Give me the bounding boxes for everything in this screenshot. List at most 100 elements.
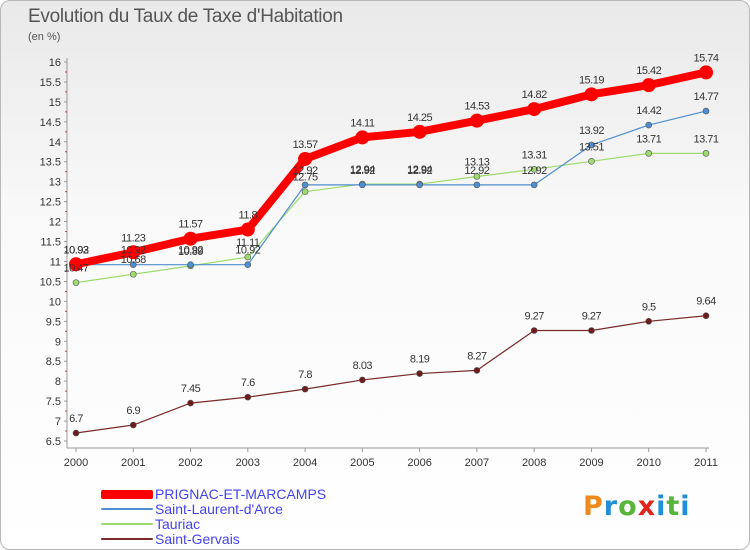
data-label: 10.68 [121, 254, 146, 266]
data-label: 13.31 [522, 149, 547, 161]
x-tick-label: 2009 [579, 457, 603, 469]
data-label: 15.42 [636, 65, 661, 77]
data-label: 10.92 [235, 245, 260, 257]
x-tick-label: 2007 [465, 457, 489, 469]
data-label: 8.03 [353, 360, 373, 372]
data-point [301, 188, 309, 195]
data-point [473, 173, 481, 180]
y-tick-label: 8.5 [46, 356, 61, 368]
data-point [129, 421, 137, 429]
data-label: 7.8 [298, 369, 312, 381]
x-tick-label: 2004 [293, 457, 317, 469]
data-label: 12.94 [350, 164, 375, 176]
y-tick-label: 9.5 [46, 316, 61, 328]
data-point [244, 261, 252, 268]
data-label: 14.53 [464, 101, 489, 113]
data-label: 9.64 [696, 296, 716, 308]
data-label: 14.11 [350, 117, 375, 129]
data-label: 11.57 [178, 219, 203, 231]
data-label: 6.9 [126, 405, 140, 417]
data-point [702, 107, 710, 115]
data-point [416, 181, 423, 189]
x-tick-label: 2006 [407, 457, 431, 469]
logo-letter: x [637, 491, 657, 522]
y-tick-label: 15.5 [40, 77, 61, 89]
data-label: 10.93 [63, 244, 88, 256]
data-point [584, 87, 599, 102]
series-line [75, 315, 707, 434]
data-label: 13.92 [579, 125, 604, 137]
data-point [416, 370, 423, 377]
data-point [645, 318, 653, 325]
data-label: 9.27 [582, 310, 602, 322]
y-tick-label: 11 [50, 256, 61, 268]
data-point [641, 78, 656, 93]
series-line [75, 110, 707, 266]
series-points [69, 65, 713, 437]
data-label: 14.42 [636, 105, 661, 117]
y-tick-label: 16 [49, 57, 61, 69]
data-label: 11.11 [236, 237, 260, 249]
data-label: 12.92 [350, 165, 375, 177]
y-tick-label: 9 [55, 336, 61, 348]
y-tick-label: 8 [55, 376, 61, 388]
data-point [530, 166, 538, 173]
data-label: 10.47 [63, 263, 88, 275]
data-label: 14.82 [522, 89, 547, 101]
data-point [129, 270, 137, 278]
data-point [527, 102, 542, 117]
legend-label: Saint-Gervais [155, 531, 240, 547]
y-tick-label: 10 [49, 296, 61, 308]
y-tick-label: 14.5 [40, 117, 61, 129]
chart-title: Evolution du Taux de Taxe d'Habitation [28, 6, 343, 27]
data-label: 13.57 [293, 139, 318, 151]
series-line [75, 152, 707, 284]
y-tick-label: 13 [49, 177, 61, 189]
data-point [244, 253, 252, 261]
data-point [187, 261, 194, 268]
data-point [645, 150, 653, 157]
data-label: 12.92 [407, 165, 432, 177]
data-label: 12.92 [293, 165, 318, 177]
data-label: 10.92 [178, 245, 203, 257]
y-tick-label: 12 [49, 217, 61, 229]
logo-letter: i [656, 491, 667, 522]
data-point [530, 181, 538, 189]
data-point [359, 181, 366, 189]
data-label: 13.71 [636, 133, 661, 145]
legend-label: Tauriac [155, 516, 201, 532]
y-tick-label: 13.5 [40, 157, 61, 169]
series-line [72, 68, 710, 269]
data-label: 9.27 [524, 310, 544, 322]
y-tick-label: 15 [49, 97, 61, 109]
data-label: 12.94 [407, 164, 432, 176]
data-point [183, 231, 198, 246]
data-point [702, 150, 710, 157]
data-point [187, 399, 194, 407]
data-point [355, 130, 370, 145]
y-tick-label: 12.5 [40, 197, 61, 209]
chart-subtitle: (en %) [28, 31, 61, 43]
data-point [702, 312, 710, 320]
data-point [412, 124, 427, 139]
y-tick-label: 11.5 [40, 237, 61, 249]
x-tick-label: 2001 [121, 457, 145, 469]
x-tick-label: 2008 [522, 457, 546, 469]
logo-letter: P [583, 491, 604, 522]
logo-letter: t [666, 491, 681, 522]
data-label: 14.25 [407, 112, 432, 124]
logo-letter: r [603, 491, 619, 522]
data-point [129, 261, 137, 268]
data-point [699, 65, 713, 80]
data-label: 12.92 [522, 165, 547, 177]
data-point [244, 393, 252, 401]
x-tick-label: 2005 [350, 457, 374, 469]
data-label: 11.23 [121, 232, 146, 244]
y-tick-label: 7 [55, 416, 61, 428]
legend-swatch [101, 508, 153, 510]
data-label: 13.13 [464, 156, 489, 168]
data-point [359, 376, 366, 384]
data-label: 11.8 [239, 210, 258, 222]
